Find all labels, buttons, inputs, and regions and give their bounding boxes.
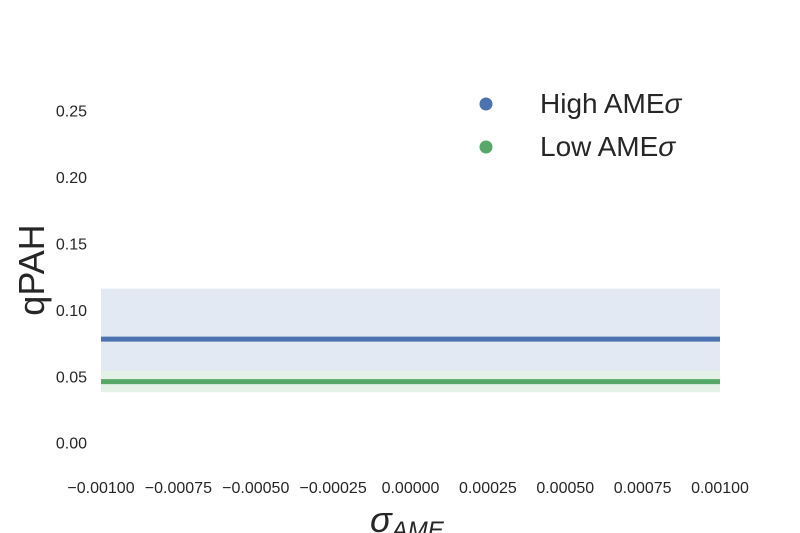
- x-tick-label: −0.00075: [145, 480, 212, 497]
- y-tick-label: 0.05: [56, 369, 87, 386]
- series-lines: [101, 336, 720, 385]
- y-axis-label: qPAH: [11, 224, 52, 315]
- legend-label-1: High AMEσ: [540, 88, 683, 119]
- x-tick-label: 0.00000: [382, 480, 440, 497]
- x-tick-label: −0.00100: [67, 480, 134, 497]
- x-axis-label: σAME: [370, 499, 445, 533]
- y-tick-labels: 0.00 0.05 0.10 0.15 0.20 0.25: [56, 103, 87, 452]
- x-tick-label: −0.00050: [222, 480, 289, 497]
- y-tick-label: 0.25: [56, 103, 87, 120]
- y-tick-label: 0.20: [56, 170, 87, 187]
- x-tick-label: −0.00025: [300, 480, 367, 497]
- x-tick-label: 0.00050: [536, 480, 594, 497]
- y-tick-label: 0.15: [56, 236, 87, 253]
- x-tick-label: 0.00025: [459, 480, 517, 497]
- y-tick-label: 0.00: [56, 436, 87, 453]
- legend: High AMEσ Low AMEσ: [479, 88, 683, 162]
- legend-marker-2: [479, 140, 493, 154]
- x-tick-labels: −0.00100 −0.00075 −0.00050 −0.00025 0.00000 0…: [67, 480, 749, 497]
- legend-label-2: Low AMEσ: [540, 131, 676, 162]
- x-tick-label: 0.00100: [691, 480, 749, 497]
- y-tick-label: 0.10: [56, 303, 87, 320]
- x-tick-label: 0.00075: [614, 480, 672, 497]
- legend-marker-1: [479, 97, 493, 111]
